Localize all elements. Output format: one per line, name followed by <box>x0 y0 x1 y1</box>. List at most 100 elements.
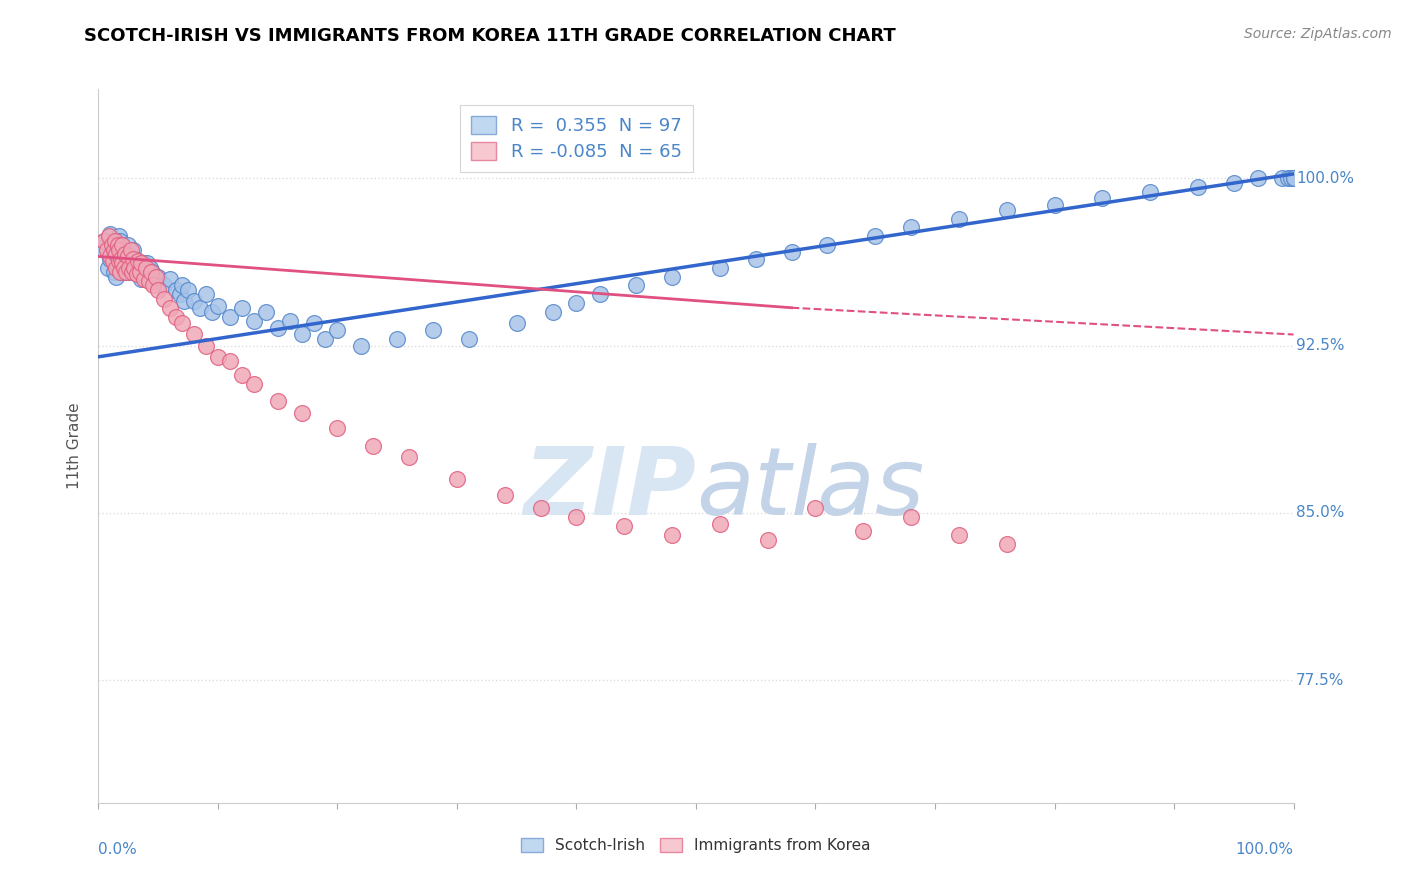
Point <box>107 243 129 257</box>
Point <box>138 269 160 284</box>
Point <box>231 368 253 382</box>
Point <box>132 265 155 279</box>
Point <box>589 287 612 301</box>
Point <box>1187 180 1209 194</box>
Point <box>183 327 205 342</box>
Point <box>122 252 145 266</box>
Point <box>110 252 132 266</box>
Point <box>661 528 683 542</box>
Point <box>114 247 136 261</box>
Point <box>97 260 120 275</box>
Point <box>111 238 134 252</box>
Point <box>127 254 149 268</box>
Point <box>745 252 768 266</box>
Point <box>138 274 160 288</box>
Point <box>112 260 135 275</box>
Point <box>93 243 115 257</box>
Point <box>326 323 349 337</box>
Point <box>291 405 314 419</box>
Text: 85.0%: 85.0% <box>1296 506 1344 520</box>
Point <box>107 243 129 257</box>
Point <box>326 421 349 435</box>
Point <box>121 259 143 273</box>
Point <box>173 293 195 308</box>
Point <box>105 247 128 261</box>
Point <box>127 267 149 281</box>
Point <box>900 510 922 524</box>
Point <box>124 252 146 266</box>
Point <box>709 260 731 275</box>
Point <box>117 238 139 252</box>
Point <box>103 265 125 279</box>
Text: 0.0%: 0.0% <box>98 842 138 857</box>
Point <box>195 338 218 352</box>
Point <box>1091 192 1114 206</box>
Point <box>243 314 266 328</box>
Point <box>626 278 648 293</box>
Point <box>506 316 529 330</box>
Text: Source: ZipAtlas.com: Source: ZipAtlas.com <box>1244 27 1392 41</box>
Point <box>422 323 444 337</box>
Point <box>458 332 481 346</box>
Point <box>111 238 134 252</box>
Y-axis label: 11th Grade: 11th Grade <box>67 402 83 490</box>
Point <box>145 269 167 284</box>
Point <box>267 394 290 409</box>
Point <box>104 234 127 248</box>
Point <box>98 252 122 266</box>
Point <box>131 256 153 270</box>
Point <box>948 528 970 542</box>
Point <box>302 316 325 330</box>
Point <box>148 283 170 297</box>
Point <box>1282 171 1305 186</box>
Point <box>201 305 224 319</box>
Point <box>446 472 468 486</box>
Point <box>110 265 132 279</box>
Point <box>115 265 138 279</box>
Point <box>231 301 253 315</box>
Point <box>1277 171 1299 186</box>
Point <box>105 235 128 250</box>
Point <box>125 267 148 281</box>
Point <box>165 310 187 324</box>
Point <box>1139 185 1161 199</box>
Point <box>291 327 314 342</box>
Point <box>995 537 1018 551</box>
Point <box>267 320 290 334</box>
Point <box>135 260 157 275</box>
Point <box>195 287 218 301</box>
Point <box>129 260 152 275</box>
Point <box>136 256 159 270</box>
Point <box>243 376 266 391</box>
Point <box>105 256 128 270</box>
Point <box>278 314 301 328</box>
Point <box>107 238 129 252</box>
Point <box>159 271 181 285</box>
Point <box>1282 171 1305 186</box>
Point <box>131 271 153 285</box>
Point <box>129 265 152 279</box>
Point <box>852 524 875 538</box>
Point <box>1223 176 1246 190</box>
Point <box>111 254 134 268</box>
Point <box>118 260 141 275</box>
Point <box>756 533 779 547</box>
Point <box>107 229 129 244</box>
Point <box>132 271 155 285</box>
Point <box>98 227 122 241</box>
Point <box>219 310 242 324</box>
Point <box>128 256 150 270</box>
Point <box>115 244 138 259</box>
Point <box>995 202 1018 217</box>
Point <box>142 278 165 293</box>
Point <box>1043 198 1066 212</box>
Point <box>105 269 128 284</box>
Point <box>254 305 277 319</box>
Point <box>98 250 122 264</box>
Text: ZIP: ZIP <box>523 442 696 535</box>
Point <box>134 259 156 273</box>
Point <box>101 254 124 268</box>
Point <box>815 238 838 252</box>
Point <box>219 354 242 368</box>
Point <box>207 350 229 364</box>
